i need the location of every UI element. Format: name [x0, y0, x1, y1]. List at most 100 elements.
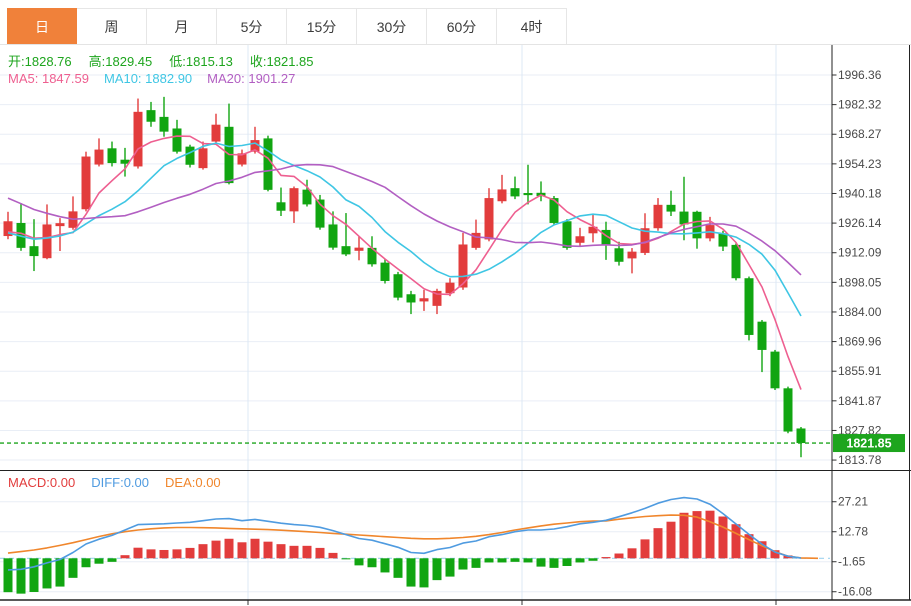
ma5-line: [7, 135, 802, 390]
macd-hist-bar: [354, 558, 364, 566]
macd-hist-bar: [120, 555, 130, 559]
macd-hist-bar: [198, 544, 208, 559]
tab-30分[interactable]: 30分: [357, 8, 427, 44]
macd-hist-bar: [692, 511, 702, 559]
candle-body: [679, 211, 689, 225]
price-tick-label: 1898.05: [838, 275, 882, 289]
candle-body: [666, 204, 676, 212]
candle-body: [601, 229, 611, 245]
macd-hist-bar: [341, 558, 351, 560]
macd-hist-bar: [601, 557, 611, 559]
candle-body: [445, 282, 455, 294]
candle-body: [237, 153, 247, 165]
macd-hist-bar: [55, 558, 65, 587]
tab-月[interactable]: 月: [147, 8, 217, 44]
candle-body: [523, 193, 533, 196]
price-tick-label: 1996.36: [838, 68, 882, 82]
macd-hist-bar: [445, 558, 455, 577]
candle-body: [549, 198, 559, 223]
macd-hist-bar: [510, 558, 520, 562]
candle-body: [484, 198, 494, 240]
price-tick-label: 1926.14: [838, 216, 882, 230]
price-tick-label: 1841.87: [838, 394, 882, 408]
candle-body: [263, 138, 273, 190]
tab-周[interactable]: 周: [77, 8, 147, 44]
macd-hist-bar: [315, 547, 325, 559]
macd-hist-bar: [718, 516, 728, 559]
candle-body: [159, 116, 169, 132]
macd-hist-bar: [133, 547, 143, 559]
candle-body: [341, 246, 351, 255]
macd-hist-bar: [224, 538, 234, 559]
macd-hist-bar: [666, 521, 676, 559]
macd-hist-bar: [393, 558, 403, 578]
macd-hist-bar: [380, 558, 390, 573]
candle-body: [276, 202, 286, 211]
candle-body: [406, 294, 416, 303]
macd-hist-bar: [107, 558, 117, 562]
candle-body: [627, 251, 637, 259]
macd-hist-bar: [81, 558, 91, 568]
macd-tick-label: -1.65: [838, 555, 866, 569]
macd-hist-bar: [484, 558, 494, 563]
current-price-badge: [833, 434, 905, 453]
macd-hist-bar: [549, 558, 559, 568]
macd-hist-bar: [185, 547, 195, 559]
macd-hist-bar: [172, 549, 182, 559]
candle-body: [354, 247, 364, 251]
candle-body: [198, 148, 208, 169]
macd-hist-bar: [237, 542, 247, 559]
price-tick-label: 1982.32: [838, 98, 882, 112]
price-tick-label: 1968.27: [838, 127, 882, 141]
macd-hist-bar: [94, 558, 104, 564]
tab-5分[interactable]: 5分: [217, 8, 287, 44]
timeframe-tabbar: 日周月 5分 15分 30分 60分 4时: [0, 0, 911, 45]
macd-hist-bar: [146, 549, 156, 559]
price-tick-label: 1855.91: [838, 364, 882, 378]
macd-hist-bar: [211, 540, 221, 559]
macd-hist-bar: [471, 558, 481, 568]
tab-60分[interactable]: 60分: [427, 8, 497, 44]
price-tick-label: 1940.18: [838, 186, 882, 200]
macd-hist-bar: [3, 558, 13, 593]
candle-body: [796, 428, 806, 444]
candle-body: [133, 111, 143, 167]
candle-body: [783, 388, 793, 432]
candle-body: [146, 110, 156, 122]
candle-body: [757, 321, 767, 350]
candle-body: [42, 224, 52, 259]
macd-hist-bar: [276, 544, 286, 559]
dea-line: [7, 514, 819, 560]
macd-hist-bar: [536, 558, 546, 567]
candle-body: [302, 189, 312, 205]
candle-body: [419, 298, 429, 302]
macd-hist-bar: [432, 558, 442, 581]
macd-hist-bar: [68, 558, 78, 578]
tab-4时[interactable]: 4时: [497, 8, 567, 44]
macd-tick-label: 27.21: [838, 495, 868, 509]
candle-body: [315, 199, 325, 228]
macd-hist-bar: [29, 558, 39, 592]
current-price-badge-text: 1821.85: [846, 437, 891, 451]
candle-body: [328, 224, 338, 248]
candle-body: [29, 246, 39, 257]
candle-body: [94, 149, 104, 165]
macd-hist-bar: [289, 545, 299, 559]
macd-hist-bar: [575, 558, 585, 563]
candle-body: [185, 146, 195, 165]
candle-body: [731, 244, 741, 279]
macd-hist-bar: [250, 538, 260, 559]
candle-body: [510, 188, 520, 197]
diff-line: [7, 496, 802, 571]
macd-hist-bar: [42, 558, 52, 589]
candle-body: [81, 156, 91, 210]
macd-hist-bar: [770, 550, 780, 559]
tab-15分[interactable]: 15分: [287, 8, 357, 44]
macd-hist-bar: [263, 541, 273, 559]
tab-日[interactable]: 日: [7, 8, 77, 44]
macd-hist-bar: [16, 558, 26, 594]
macd-hist-bar: [731, 524, 741, 559]
candle-body: [458, 244, 468, 288]
